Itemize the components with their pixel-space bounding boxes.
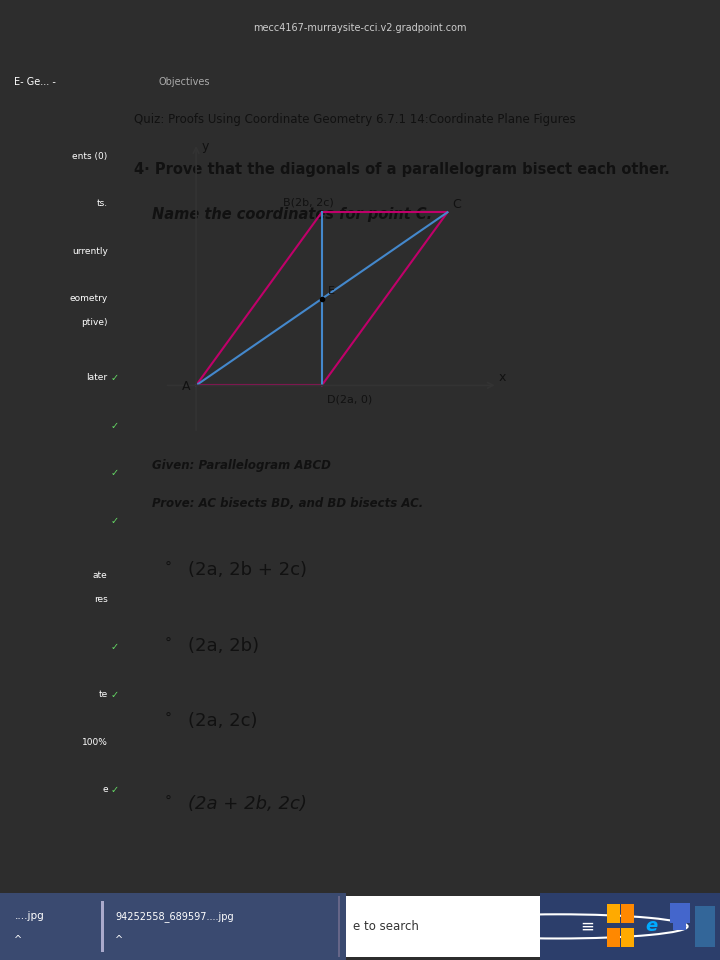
Text: mecc4167-murraysite-cci.v2.gradpoint.com: mecc4167-murraysite-cci.v2.gradpoint.com <box>253 23 467 33</box>
Bar <box>670 902 690 924</box>
Text: ents (0): ents (0) <box>73 152 108 160</box>
Text: ✓: ✓ <box>111 420 119 430</box>
Text: e to search: e to search <box>353 920 418 933</box>
Text: ^: ^ <box>14 935 22 945</box>
Text: Quiz: Proofs Using Coordinate Geometry 6.7.1 14:Coordinate Plane Figures: Quiz: Proofs Using Coordinate Geometry 6… <box>135 113 576 127</box>
Bar <box>540 893 720 960</box>
Text: D(2a, 0): D(2a, 0) <box>327 395 372 405</box>
Text: ✓: ✓ <box>111 468 119 478</box>
Text: Given: Parallelogram ABCD: Given: Parallelogram ABCD <box>153 460 331 472</box>
Bar <box>695 906 715 947</box>
Text: °: ° <box>164 562 171 575</box>
Text: (2a, 2b): (2a, 2b) <box>188 636 259 655</box>
Bar <box>346 897 540 956</box>
Text: ≡: ≡ <box>580 918 594 935</box>
Bar <box>673 922 686 929</box>
Text: C: C <box>452 198 462 211</box>
Text: (2a, 2c): (2a, 2c) <box>188 712 258 730</box>
Text: (2a + 2b, 2c): (2a + 2b, 2c) <box>188 795 307 813</box>
Text: ptive): ptive) <box>81 318 108 327</box>
Text: Name the coordinates for point C.: Name the coordinates for point C. <box>153 207 433 222</box>
Text: B(2b, 2c): B(2b, 2c) <box>283 198 333 207</box>
Text: °: ° <box>164 712 171 726</box>
Bar <box>621 927 634 947</box>
Text: Prove: AC bisects BD, and BD bisects AC.: Prove: AC bisects BD, and BD bisects AC. <box>153 497 423 510</box>
Bar <box>101 900 104 952</box>
Text: eometry: eometry <box>69 295 108 303</box>
Text: A: A <box>182 379 191 393</box>
Text: 4· Prove that the diagonals of a parallelogram bisect each other.: 4· Prove that the diagonals of a paralle… <box>135 162 670 177</box>
Text: E- Ge... -: E- Ge... - <box>14 77 56 86</box>
Text: ✓: ✓ <box>111 516 119 525</box>
Text: te: te <box>99 690 108 699</box>
Text: res: res <box>94 595 108 604</box>
Text: e: e <box>102 785 108 794</box>
Text: ✓: ✓ <box>111 373 119 383</box>
Text: ate: ate <box>93 571 108 581</box>
Text: ✓: ✓ <box>111 642 119 652</box>
Text: °: ° <box>164 795 171 809</box>
Text: e: e <box>645 918 658 935</box>
Bar <box>607 904 620 924</box>
Text: E: E <box>328 286 335 297</box>
Text: ✓: ✓ <box>111 785 119 795</box>
Text: °: ° <box>164 636 171 651</box>
Text: y: y <box>201 140 209 153</box>
Text: x: x <box>499 371 506 384</box>
Text: later: later <box>86 373 108 382</box>
Text: Objectives: Objectives <box>158 77 210 86</box>
Text: 100%: 100% <box>82 738 108 747</box>
Bar <box>0 893 346 960</box>
Text: (2a, 2b + 2c): (2a, 2b + 2c) <box>188 562 307 579</box>
Text: ✓: ✓ <box>111 690 119 700</box>
Text: urrently: urrently <box>72 247 108 255</box>
Text: 94252558_689597....jpg: 94252558_689597....jpg <box>115 911 234 922</box>
Bar <box>338 897 340 956</box>
Text: ts.: ts. <box>96 200 108 208</box>
Bar <box>621 904 634 924</box>
Bar <box>607 927 620 947</box>
Text: ^: ^ <box>115 935 123 945</box>
Text: ....jpg: ....jpg <box>14 911 44 922</box>
